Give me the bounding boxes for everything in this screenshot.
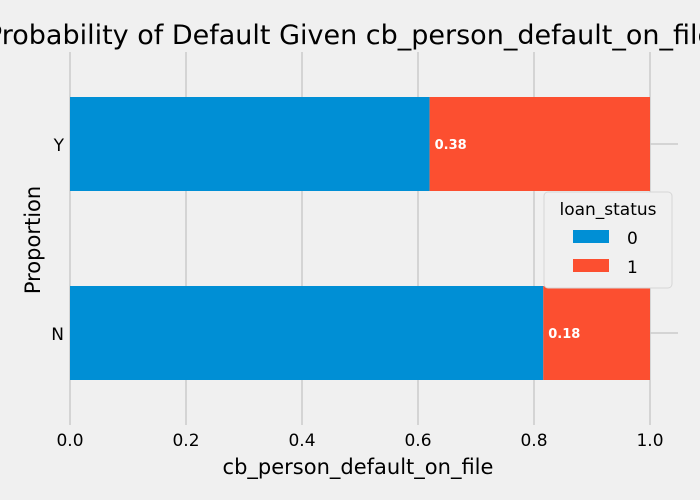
x-tick-label: 0.2 (172, 431, 199, 451)
bar-N-series-0 (70, 286, 544, 380)
legend-label-0: 0 (627, 229, 638, 249)
x-tick-label: 0.6 (404, 431, 431, 451)
x-tick-label: 1.0 (636, 431, 663, 451)
legend-swatch-0 (573, 230, 609, 243)
y-tick-label-Y: Y (53, 136, 65, 156)
data-labels: 0.18 0.38 (435, 138, 581, 342)
bars (70, 97, 650, 380)
y-tick-label-N: N (51, 325, 64, 345)
y-tick-labels: NY (51, 136, 64, 345)
x-tick-label: 0.8 (520, 431, 547, 451)
x-tick-label: 0.4 (288, 431, 315, 451)
x-tick-label: 0.0 (56, 431, 83, 451)
legend-title: loan_status (559, 200, 656, 220)
legend-label-1: 1 (627, 258, 638, 278)
bar-Y-series-1 (429, 97, 650, 191)
bar-N-series-1 (543, 286, 650, 380)
data-label-N: 0.18 (548, 327, 580, 342)
bar-Y-series-0 (70, 97, 430, 191)
chart-title: Probability of Default Given cb_person_d… (0, 20, 700, 51)
y-axis-label: Proportion (21, 186, 45, 294)
x-axis-label: cb_person_default_on_file (223, 455, 494, 480)
legend: loan_status 0 1 (543, 191, 673, 289)
legend-swatch-1 (573, 259, 609, 272)
data-label-Y: 0.38 (435, 138, 467, 153)
x-tick-labels: 0.0 0.2 0.4 0.6 0.8 1.0 (56, 431, 663, 451)
